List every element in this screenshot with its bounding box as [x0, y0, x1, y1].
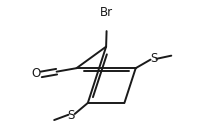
Text: O: O — [31, 67, 40, 80]
Text: S: S — [150, 52, 158, 65]
Text: S: S — [68, 109, 75, 122]
Text: Br: Br — [100, 6, 114, 19]
